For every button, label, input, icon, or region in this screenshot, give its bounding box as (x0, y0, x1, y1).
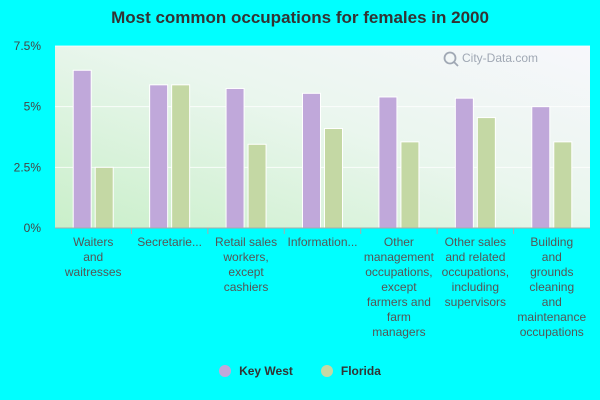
bar-key-west[interactable] (454, 97, 474, 229)
watermark-search-icon-handle (453, 61, 459, 67)
chart-title: Most common occupations for females in 2… (111, 8, 489, 27)
x-category-label: Secretarie... (137, 235, 202, 249)
bar-key-west[interactable] (378, 96, 398, 229)
x-category-label: Other sales and related occupations, includ… (442, 235, 509, 309)
x-category-label: Waiters and waitresses (64, 235, 122, 279)
bar-florida[interactable] (553, 141, 573, 229)
watermark-search-icon (443, 51, 457, 65)
bar-florida[interactable] (171, 84, 191, 229)
x-category-label: Other management occupations, except farmers… (364, 235, 435, 339)
x-category-label: Retail sales workers, except cashiers (215, 235, 277, 294)
legend-item-key-west: Key West (219, 364, 293, 378)
bar-key-west[interactable] (149, 84, 169, 229)
bar-florida[interactable] (400, 141, 420, 229)
legend-label-florida: Florida (340, 364, 381, 378)
bar-key-west[interactable] (72, 69, 92, 229)
legend-swatch-key-west (219, 365, 232, 377)
watermark: City-Data.com (443, 51, 538, 67)
plot-area (55, 46, 590, 228)
bar-florida[interactable] (247, 143, 267, 229)
y-tick-label: 2.5% (14, 160, 42, 174)
bar-florida[interactable] (94, 166, 114, 229)
bar-key-west[interactable] (225, 87, 245, 229)
legend-label-key-west: Key West (239, 364, 293, 378)
legend-swatch-florida (320, 365, 333, 377)
y-tick-label: 0% (24, 221, 42, 235)
y-tick-label: 7.5% (14, 39, 42, 53)
watermark-text: City-Data.com (462, 51, 538, 65)
bar-florida[interactable] (476, 117, 496, 229)
legend-item-florida: Florida (320, 364, 381, 378)
bar-key-west[interactable] (531, 106, 551, 229)
y-tick-label: 5% (24, 100, 42, 114)
bar-florida[interactable] (324, 128, 343, 229)
x-category-label: Building and grounds cleaning and maintenance… (517, 235, 586, 339)
x-category-label: Information... (287, 235, 357, 249)
bar-key-west[interactable] (302, 92, 321, 229)
legend: Key West Florida (0, 364, 600, 378)
